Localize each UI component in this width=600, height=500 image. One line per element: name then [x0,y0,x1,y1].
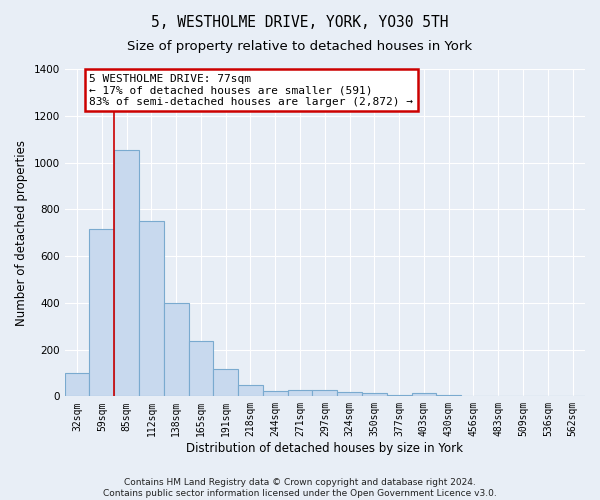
Bar [436,395,461,396]
Bar [412,393,436,396]
Bar [362,393,387,396]
Bar [214,370,238,396]
Bar [387,395,412,396]
Bar [287,390,313,396]
Y-axis label: Number of detached properties: Number of detached properties [15,140,28,326]
Bar [65,373,89,396]
Bar [89,229,114,396]
Bar [188,342,214,396]
Bar [313,390,337,396]
Bar [139,221,164,396]
Text: 5 WESTHOLME DRIVE: 77sqm
← 17% of detached houses are smaller (591)
83% of semi-: 5 WESTHOLME DRIVE: 77sqm ← 17% of detach… [89,74,413,107]
Bar [238,384,263,396]
Text: 5, WESTHOLME DRIVE, YORK, YO30 5TH: 5, WESTHOLME DRIVE, YORK, YO30 5TH [151,15,449,30]
Text: Contains HM Land Registry data © Crown copyright and database right 2024.
Contai: Contains HM Land Registry data © Crown c… [103,478,497,498]
Bar [263,391,287,396]
Text: Size of property relative to detached houses in York: Size of property relative to detached ho… [127,40,473,53]
Bar [337,392,362,396]
Bar [114,150,139,396]
X-axis label: Distribution of detached houses by size in York: Distribution of detached houses by size … [187,442,463,455]
Bar [164,303,188,396]
